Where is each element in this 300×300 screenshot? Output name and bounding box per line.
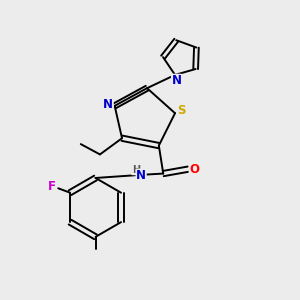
Text: O: O	[189, 163, 199, 176]
Text: H: H	[132, 165, 140, 175]
Text: F: F	[48, 180, 56, 193]
Text: S: S	[177, 104, 186, 117]
Text: N: N	[136, 169, 146, 182]
Text: N: N	[172, 74, 182, 87]
Text: N: N	[103, 98, 113, 111]
